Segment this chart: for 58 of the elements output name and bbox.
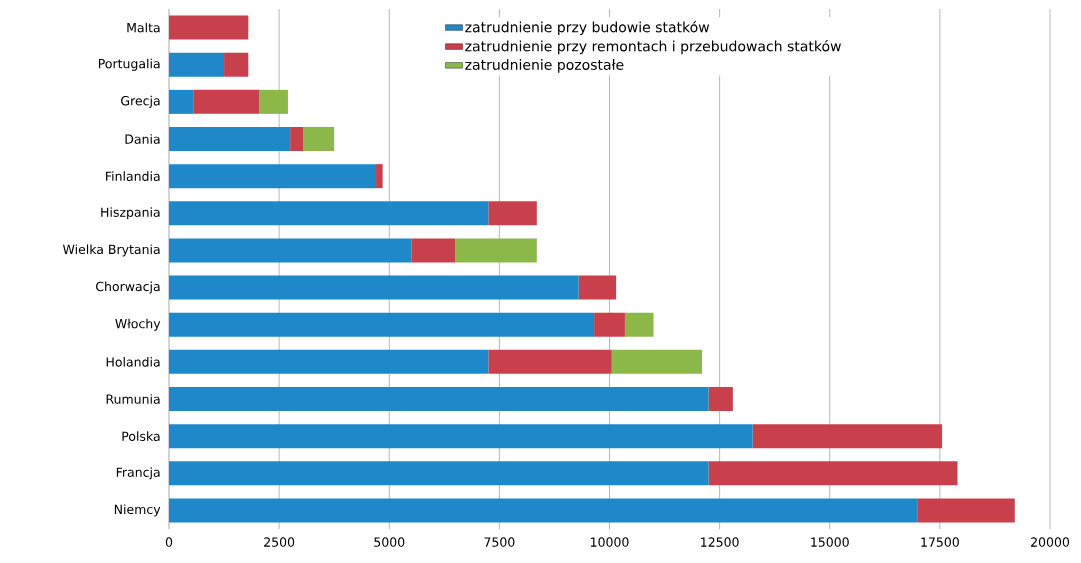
y-tick-label: Grecja bbox=[121, 95, 160, 108]
x-tick-label: 17500 bbox=[921, 537, 959, 547]
bar bbox=[611, 349, 703, 374]
bar bbox=[488, 201, 537, 226]
y-tick-label: Polska bbox=[122, 431, 160, 441]
bar bbox=[169, 424, 753, 449]
bar bbox=[411, 238, 456, 263]
bar bbox=[488, 349, 612, 374]
bar bbox=[169, 52, 225, 77]
bar bbox=[578, 275, 617, 300]
x-tick-label: 0 bbox=[165, 537, 173, 547]
y-tick-label: Włochy bbox=[115, 318, 161, 331]
bar bbox=[169, 498, 918, 523]
bar bbox=[708, 461, 958, 486]
bar bbox=[259, 89, 288, 114]
y-tick-label: Malta bbox=[127, 22, 160, 33]
y-tick-label: Dania bbox=[125, 134, 160, 144]
bar bbox=[169, 275, 579, 300]
x-tick-label: 10000 bbox=[591, 537, 629, 547]
bar bbox=[917, 498, 1015, 523]
bar bbox=[193, 89, 260, 114]
y-tick-label: Portugalia bbox=[98, 58, 160, 71]
bar bbox=[169, 89, 194, 114]
y-tick-label: Chorwacja bbox=[96, 281, 160, 294]
y-tick-label: Finlandia bbox=[106, 171, 160, 181]
x-tick-label: 5000 bbox=[374, 537, 405, 547]
bar bbox=[169, 201, 489, 226]
y-tick-label: Niemcy bbox=[114, 504, 161, 517]
y-tick-label: Hiszpania bbox=[101, 207, 160, 220]
bar bbox=[169, 127, 291, 151]
bar bbox=[169, 15, 249, 40]
legend-label: zatrudnienie pozostałe bbox=[465, 59, 624, 73]
y-tick-label: Francja bbox=[116, 467, 160, 480]
x-tick-label: 12500 bbox=[701, 537, 739, 547]
bar bbox=[169, 461, 709, 486]
x-tick-label: 2500 bbox=[264, 537, 295, 547]
bar bbox=[708, 387, 733, 411]
bar bbox=[169, 238, 412, 263]
legend-label: zatrudnienie przy remontach i przebudowach statków bbox=[465, 40, 841, 55]
y-tick-label: Wielka Brytania bbox=[62, 244, 160, 257]
y-tick-label: Holandia bbox=[106, 357, 160, 367]
bar bbox=[290, 127, 304, 151]
bar bbox=[224, 52, 249, 77]
x-tick-label: 20000 bbox=[1031, 537, 1070, 547]
bar bbox=[169, 312, 595, 337]
y-tick-label: Rumunia bbox=[106, 394, 160, 404]
bar bbox=[169, 387, 709, 411]
bar bbox=[624, 312, 654, 337]
bar bbox=[303, 127, 335, 151]
bar bbox=[752, 424, 943, 449]
bar bbox=[169, 164, 377, 189]
x-tick-label: 15000 bbox=[811, 537, 849, 547]
bar bbox=[594, 312, 625, 337]
x-tick-label: 7500 bbox=[484, 537, 515, 547]
bar bbox=[169, 349, 489, 374]
bar bbox=[455, 238, 537, 263]
legend-label: zatrudnienie przy budowie statków bbox=[465, 20, 710, 36]
bar bbox=[376, 164, 383, 189]
